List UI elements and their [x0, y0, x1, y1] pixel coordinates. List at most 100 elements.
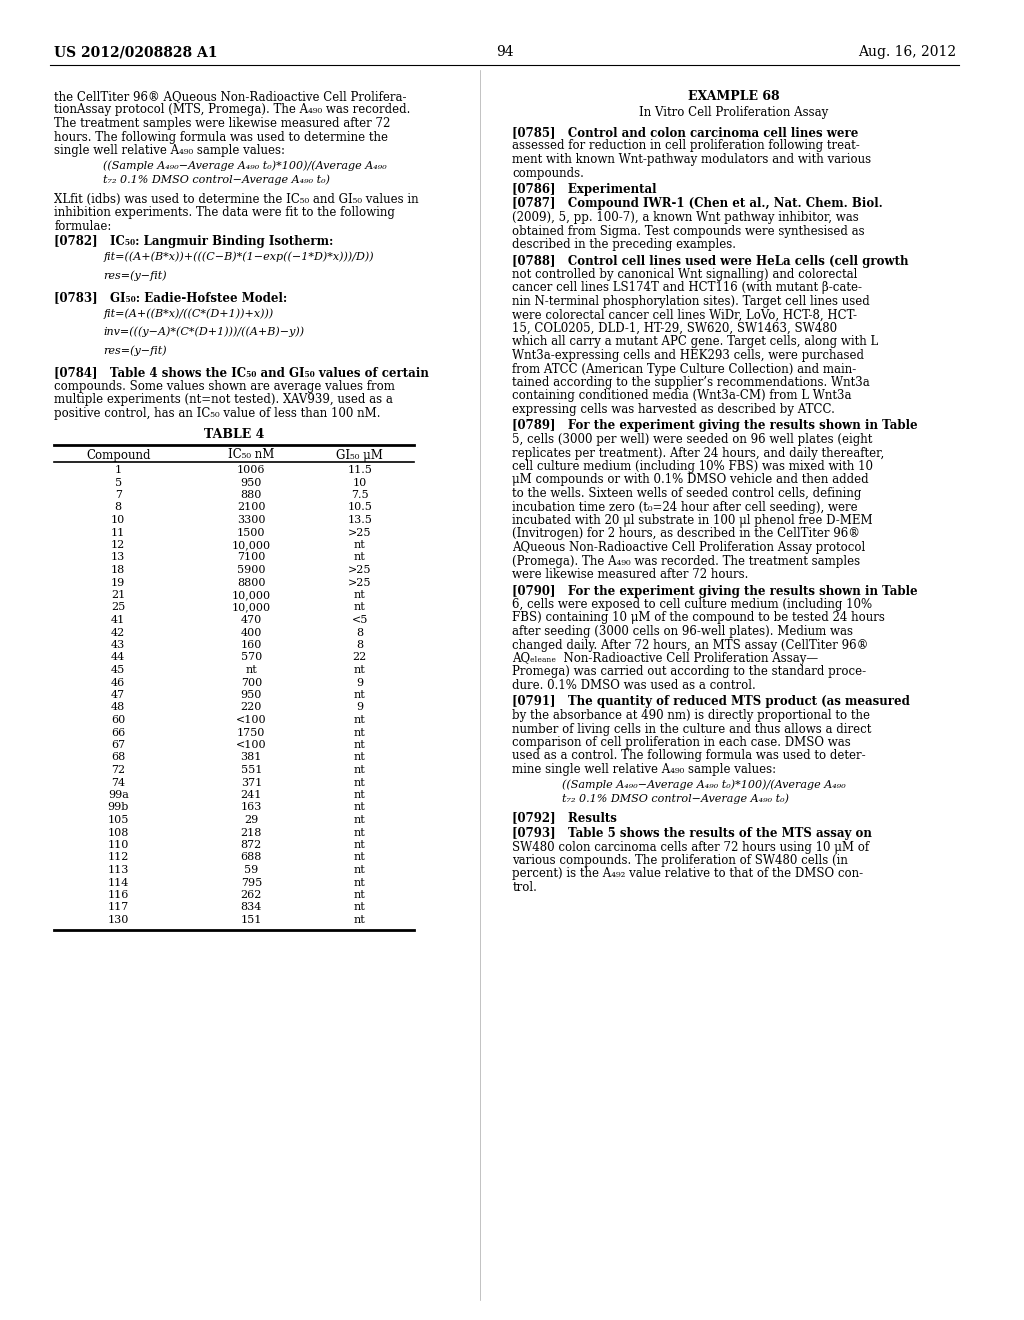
Text: [0787]   Compound IWR-1 (Chen et al., Nat. Chem. Biol.: [0787] Compound IWR-1 (Chen et al., Nat.… [512, 198, 883, 210]
Text: percent) is the A₄₉₂ value relative to that of the DMSO con-: percent) is the A₄₉₂ value relative to t… [512, 867, 863, 880]
Text: nt: nt [353, 741, 366, 750]
Text: t₇₂ 0.1% DMSO control−Average A₄₉₀ t₀): t₇₂ 0.1% DMSO control−Average A₄₉₀ t₀) [103, 174, 331, 185]
Text: were colorectal cancer cell lines WiDr, LoVo, HCT-8, HCT-: were colorectal cancer cell lines WiDr, … [512, 309, 857, 322]
Text: compounds.: compounds. [512, 166, 585, 180]
Text: FBS) containing 10 μM of the compound to be tested 24 hours: FBS) containing 10 μM of the compound to… [512, 611, 885, 624]
Text: trol.: trol. [512, 880, 538, 894]
Text: 11: 11 [112, 528, 125, 537]
Text: (Promega). The A₄₉₀ was recorded. The treatment samples: (Promega). The A₄₉₀ was recorded. The tr… [512, 554, 860, 568]
Text: 8: 8 [356, 640, 364, 649]
Text: μM compounds or with 0.1% DMSO vehicle and then added: μM compounds or with 0.1% DMSO vehicle a… [512, 474, 869, 487]
Text: >25: >25 [348, 528, 372, 537]
Text: cell culture medium (including 10% FBS) was mixed with 10: cell culture medium (including 10% FBS) … [512, 459, 873, 473]
Text: t₇₂ 0.1% DMSO control−Average A₄₉₀ t₀): t₇₂ 0.1% DMSO control−Average A₄₉₀ t₀) [561, 793, 788, 804]
Text: assessed for reduction in cell proliferation following treat-: assessed for reduction in cell prolifera… [512, 140, 860, 153]
Text: 66: 66 [112, 727, 125, 738]
Text: 551: 551 [241, 766, 262, 775]
Text: 105: 105 [108, 814, 129, 825]
Text: IC₅₀ nM: IC₅₀ nM [228, 449, 274, 462]
Text: 262: 262 [241, 890, 262, 900]
Text: GI₅₀ μM: GI₅₀ μM [336, 449, 383, 462]
Text: 700: 700 [241, 677, 262, 688]
Text: ((Sample A₄₉₀−Average A₄₉₀ t₀)*100)/(Average A₄₉₀: ((Sample A₄₉₀−Average A₄₉₀ t₀)*100)/(Ave… [103, 161, 387, 172]
Text: XLfit (idbs) was used to determine the IC₅₀ and GI₅₀ values in: XLfit (idbs) was used to determine the I… [54, 193, 419, 206]
Text: 1500: 1500 [237, 528, 265, 537]
Text: Aug. 16, 2012: Aug. 16, 2012 [858, 45, 955, 59]
Text: 15, COL0205, DLD-1, HT-29, SW620, SW1463, SW480: 15, COL0205, DLD-1, HT-29, SW620, SW1463… [512, 322, 838, 335]
Text: 7: 7 [115, 490, 122, 500]
Text: ment with known Wnt-pathway modulators and with various: ment with known Wnt-pathway modulators a… [512, 153, 871, 166]
Text: 10,000: 10,000 [231, 590, 270, 601]
Text: 18: 18 [112, 565, 125, 576]
Text: incubation time zero (t₀=24 hour after cell seeding), were: incubation time zero (t₀=24 hour after c… [512, 500, 858, 513]
Text: nt: nt [353, 878, 366, 887]
Text: ((Sample A₄₉₀−Average A₄₉₀ t₀)*100)/(Average A₄₉₀: ((Sample A₄₉₀−Average A₄₉₀ t₀)*100)/(Ave… [561, 780, 846, 791]
Text: 99b: 99b [108, 803, 129, 813]
Text: 3300: 3300 [237, 515, 265, 525]
Text: 163: 163 [241, 803, 262, 813]
Text: 10: 10 [352, 478, 367, 487]
Text: inv=(((y−A)*(C*(D+1)))/((A+B)−y)): inv=(((y−A)*(C*(D+1)))/((A+B)−y)) [103, 326, 304, 337]
Text: 7100: 7100 [238, 553, 265, 562]
Text: nt: nt [353, 540, 366, 550]
Text: 570: 570 [241, 652, 262, 663]
Text: 110: 110 [108, 840, 129, 850]
Text: nt: nt [353, 840, 366, 850]
Text: described in the preceding examples.: described in the preceding examples. [512, 238, 736, 251]
Text: 1750: 1750 [238, 727, 265, 738]
Text: comparison of cell proliferation in each case. DMSO was: comparison of cell proliferation in each… [512, 737, 851, 748]
Text: after seeding (3000 cells on 96-well plates). Medium was: after seeding (3000 cells on 96-well pla… [512, 624, 853, 638]
Text: 872: 872 [241, 840, 262, 850]
Text: 25: 25 [112, 602, 125, 612]
Text: tained according to the supplier’s recommendations. Wnt3a: tained according to the supplier’s recom… [512, 376, 870, 389]
Text: US 2012/0208828 A1: US 2012/0208828 A1 [54, 45, 218, 59]
Text: 218: 218 [241, 828, 262, 837]
Text: [0786]   Experimental: [0786] Experimental [512, 183, 656, 195]
Text: changed daily. After 72 hours, an MTS assay (CellTiter 96®: changed daily. After 72 hours, an MTS as… [512, 639, 868, 652]
Text: 371: 371 [241, 777, 262, 788]
Text: 22: 22 [352, 652, 367, 663]
Text: used as a control. The following formula was used to deter-: used as a control. The following formula… [512, 750, 866, 763]
Text: 44: 44 [112, 652, 125, 663]
Text: [0788]   Control cell lines used were HeLa cells (cell growth: [0788] Control cell lines used were HeLa… [512, 255, 909, 268]
Text: multiple experiments (nt=not tested). XAV939, used as a: multiple experiments (nt=not tested). XA… [54, 393, 393, 407]
Text: nt: nt [246, 665, 257, 675]
Text: nt: nt [353, 865, 366, 875]
Text: nt: nt [353, 777, 366, 788]
Text: positive control, has an IC₅₀ value of less than 100 nM.: positive control, has an IC₅₀ value of l… [54, 407, 381, 420]
Text: >25: >25 [348, 578, 372, 587]
Text: 114: 114 [108, 878, 129, 887]
Text: (2009), 5, pp. 100-7), a known Wnt pathway inhibitor, was: (2009), 5, pp. 100-7), a known Wnt pathw… [512, 211, 859, 224]
Text: 5900: 5900 [237, 565, 265, 576]
Text: [0782]   IC₅₀: Langmuir Binding Isotherm:: [0782] IC₅₀: Langmuir Binding Isotherm: [54, 235, 334, 248]
Text: nt: nt [353, 715, 366, 725]
Text: 74: 74 [112, 777, 125, 788]
Text: 10,000: 10,000 [231, 540, 270, 550]
Text: 117: 117 [108, 903, 129, 912]
Text: Promega) was carried out according to the standard proce-: Promega) was carried out according to th… [512, 665, 866, 678]
Text: 112: 112 [108, 853, 129, 862]
Text: [0785]   Control and colon carcinoma cell lines were: [0785] Control and colon carcinoma cell … [512, 125, 859, 139]
Text: 67: 67 [112, 741, 125, 750]
Text: hours. The following formula was used to determine the: hours. The following formula was used to… [54, 131, 388, 144]
Text: 5, cells (3000 per well) were seeded on 96 well plates (eight: 5, cells (3000 per well) were seeded on … [512, 433, 872, 446]
Text: 47: 47 [112, 690, 125, 700]
Text: Compound: Compound [86, 449, 151, 462]
Text: AQₑₗₑₐₙₑ  Non-Radioactive Cell Proliferation Assay—: AQₑₗₑₐₙₑ Non-Radioactive Cell Proliferat… [512, 652, 818, 665]
Text: 7.5: 7.5 [351, 490, 369, 500]
Text: The treatment samples were likewise measured after 72: The treatment samples were likewise meas… [54, 117, 390, 129]
Text: 94: 94 [496, 45, 513, 59]
Text: by the absorbance at 490 nm) is directly proportional to the: by the absorbance at 490 nm) is directly… [512, 709, 870, 722]
Text: 46: 46 [112, 677, 125, 688]
Text: <5: <5 [351, 615, 368, 624]
Text: 108: 108 [108, 828, 129, 837]
Text: nt: nt [353, 890, 366, 900]
Text: [0789]   For the experiment giving the results shown in Table: [0789] For the experiment giving the res… [512, 420, 918, 433]
Text: nt: nt [353, 590, 366, 601]
Text: nt: nt [353, 853, 366, 862]
Text: 13.5: 13.5 [347, 515, 372, 525]
Text: [0784]   Table 4 shows the IC₅₀ and GI₅₀ values of certain: [0784] Table 4 shows the IC₅₀ and GI₅₀ v… [54, 367, 429, 380]
Text: cancer cell lines LS174T and HCT116 (with mutant β-cate-: cancer cell lines LS174T and HCT116 (wit… [512, 281, 862, 294]
Text: incubated with 20 μl substrate in 100 μl phenol free D-MEM: incubated with 20 μl substrate in 100 μl… [512, 513, 873, 527]
Text: were likewise measured after 72 hours.: were likewise measured after 72 hours. [512, 568, 749, 581]
